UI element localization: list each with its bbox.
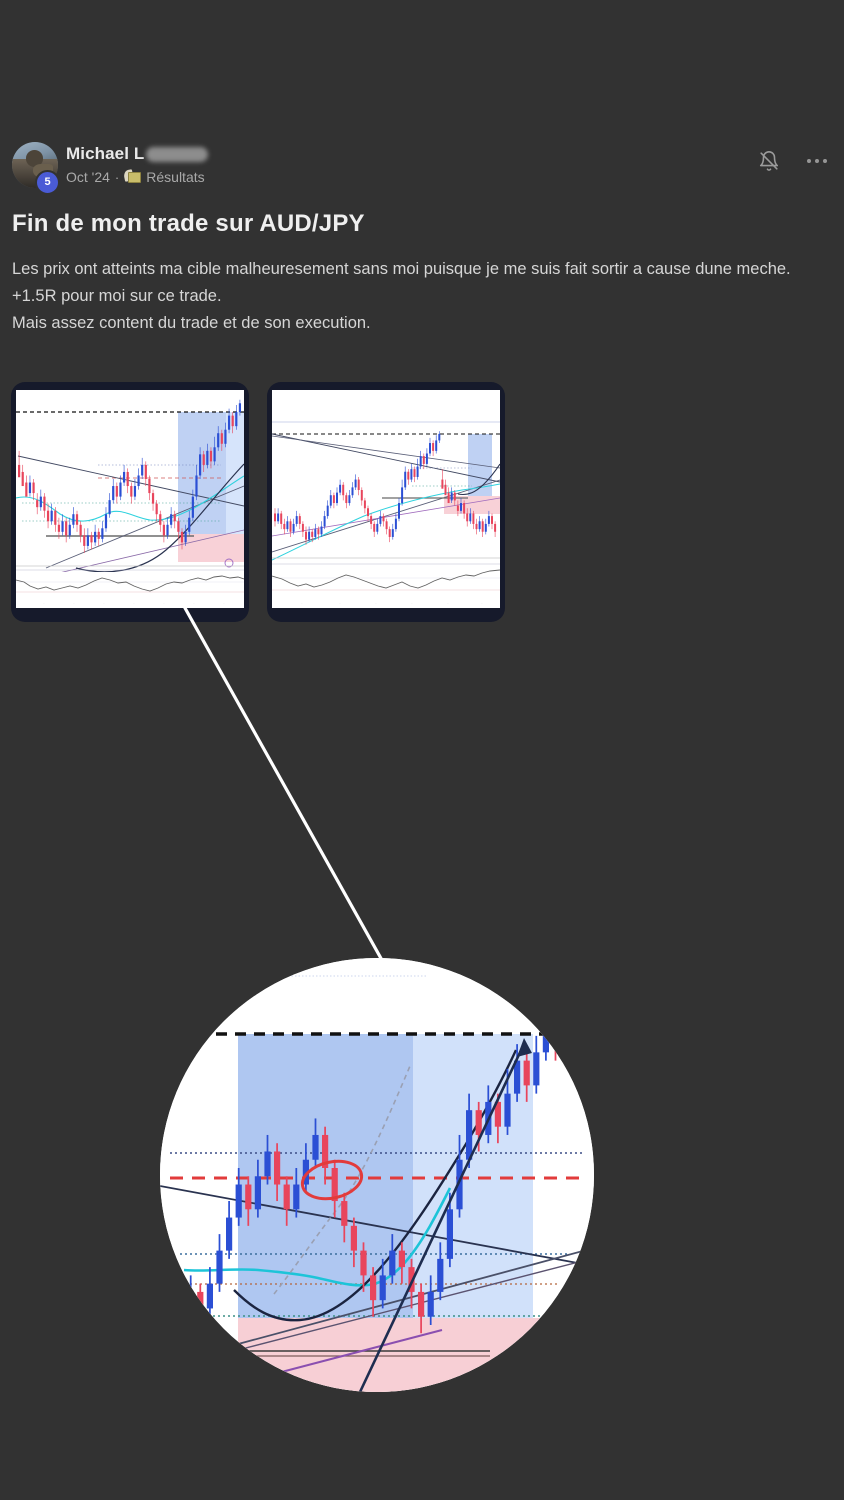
projection-arrow xyxy=(358,1038,532,1392)
svg-text:.: . xyxy=(482,601,483,605)
risk-zone xyxy=(238,1318,568,1392)
chart-thumbnail-1[interactable]: ... ... . xyxy=(11,382,249,622)
author-name[interactable]: Michael L xyxy=(66,144,145,163)
page-title: Fin de mon trade sur AUD/JPY xyxy=(12,210,365,237)
meta-separator: · xyxy=(114,169,120,185)
more-options-icon[interactable] xyxy=(804,148,830,174)
svg-text:.: . xyxy=(194,601,195,605)
bell-off-icon[interactable] xyxy=(756,148,782,174)
post-meta: Oct '24 · Résultats xyxy=(66,169,208,185)
post-category[interactable]: Résultats xyxy=(146,169,205,185)
moving-average xyxy=(183,1187,452,1287)
zoom-callout xyxy=(160,958,594,1392)
post-body-line: Les prix ont atteints ma cible malheures… xyxy=(12,260,791,278)
chart-thumbnail-1-canvas: ... ... . xyxy=(16,390,244,608)
svg-text:.: . xyxy=(104,601,105,605)
svg-text:.: . xyxy=(302,601,303,605)
svg-text:.: . xyxy=(134,601,135,605)
svg-text:.: . xyxy=(74,601,75,605)
stop-hunt-annotation xyxy=(300,1159,364,1201)
chart-thumbnail-2-canvas: ... ... xyxy=(272,390,500,608)
svg-text:.: . xyxy=(164,601,165,605)
post-date: Oct '24 xyxy=(66,169,110,185)
svg-text:.: . xyxy=(412,601,413,605)
level-badge: 5 xyxy=(35,170,60,195)
svg-text:.: . xyxy=(44,601,45,605)
money-with-wings-icon xyxy=(123,169,142,184)
avatar-image xyxy=(12,142,58,188)
svg-text:.: . xyxy=(376,601,377,605)
author-block: Michael L Oct '24 · Résultats xyxy=(66,143,209,185)
zoom-callout-canvas xyxy=(160,958,594,1392)
post-body: Les prix ont atteints ma cible malheures… xyxy=(12,256,824,337)
svg-text:.: . xyxy=(448,601,449,605)
post-header: 5 Michael L Oct '24 · Résultats xyxy=(0,136,844,198)
svg-text:.: . xyxy=(340,601,341,605)
redacted-surname xyxy=(146,146,209,162)
post-body-line: Mais assez content du trade et de son ex… xyxy=(12,314,371,332)
attachment-gallery: ... ... . xyxy=(11,382,505,622)
post-body-line: +1.5R pour moi sur ce trade. xyxy=(12,287,222,305)
chart-thumbnail-2[interactable]: ... ... xyxy=(267,382,505,622)
header-actions xyxy=(756,148,830,174)
avatar[interactable]: 5 xyxy=(12,142,60,195)
svg-text:.: . xyxy=(224,601,225,605)
